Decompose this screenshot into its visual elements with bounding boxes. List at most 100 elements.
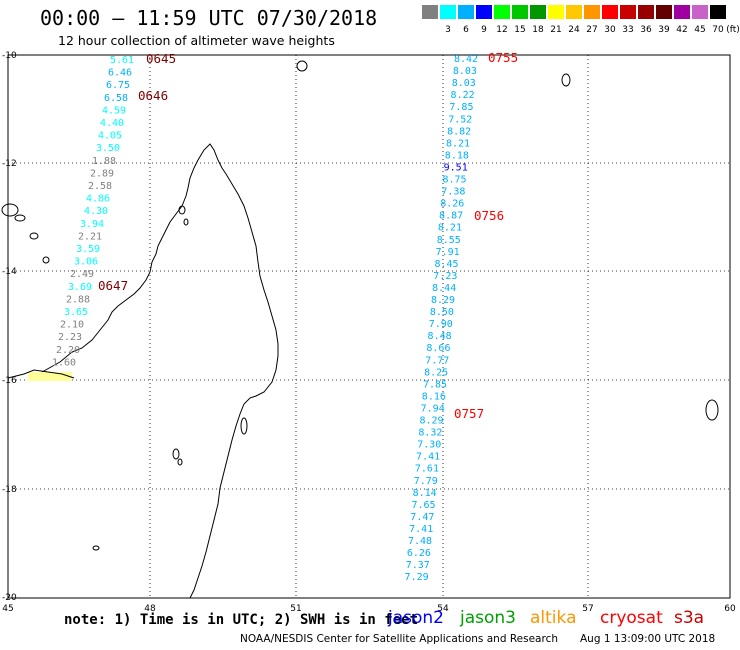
track-value: 3.69 (68, 282, 92, 293)
track-value: 7.85 (423, 379, 447, 390)
island (14, 214, 26, 222)
track-value: 3.94 (80, 219, 104, 230)
track-value: 3.65 (64, 307, 88, 318)
legend-label: 9 (481, 25, 487, 35)
track-value: 8.87 (439, 211, 463, 222)
legend-swatch (548, 5, 564, 19)
legend-swatch (710, 5, 726, 19)
time-label: 0755 (488, 50, 518, 65)
track-value: 8.75 (443, 175, 467, 186)
track-value: 6.46 (108, 68, 132, 79)
island (178, 205, 186, 215)
longitude-label: 51 (290, 604, 301, 614)
legend-label: 3 (445, 25, 451, 35)
time-label: 0756 (474, 208, 504, 223)
island (296, 60, 308, 72)
track-value: 7.90 (429, 319, 453, 330)
track-value: 4.59 (102, 105, 126, 116)
page-subtitle: 12 hour collection of altimeter wave hei… (58, 33, 335, 48)
legend-swatch (422, 5, 438, 19)
track-value: 8.21 (438, 223, 462, 234)
island (29, 232, 39, 240)
legend-label: 6 (463, 25, 469, 35)
track-value: 4.05 (98, 131, 122, 142)
track-value: 2.88 (66, 294, 90, 305)
latitude-label: -20 (2, 593, 17, 603)
legend-unit: (ft) (726, 25, 740, 35)
track-value: 8.14 (413, 488, 437, 499)
island (240, 417, 248, 435)
longitude-label: 45 (2, 604, 13, 614)
track-value: 7.65 (411, 500, 435, 511)
legend-label: 39 (658, 25, 670, 35)
latitude-label: -10 (2, 51, 17, 61)
island (183, 218, 189, 226)
map-frame (7, 54, 731, 599)
page-title: 00:00 – 11:59 UTC 07/30/2018 (40, 6, 378, 30)
track-value: 2.58 (88, 181, 112, 192)
track-value: 8.22 (451, 90, 475, 101)
time-label: 0757 (454, 406, 484, 421)
legend-swatch (530, 5, 546, 19)
track-value: 7.91 (436, 247, 460, 258)
track-value: 8.21 (446, 138, 470, 149)
legend-swatch (674, 5, 690, 19)
legend-swatch (476, 5, 492, 19)
footnote: note: 1) Time is in UTC; 2) SWH is in fe… (64, 612, 419, 628)
time-label: 0646 (138, 88, 168, 103)
island (92, 545, 100, 551)
track-value: 8.26 (440, 199, 464, 210)
legend-label: 15 (514, 25, 526, 35)
legend-label: 42 (676, 25, 688, 35)
track-value: 8.44 (432, 283, 456, 294)
time-label: 0647 (98, 278, 128, 293)
track-value: 1.88 (92, 156, 116, 167)
track-value: 7.30 (417, 440, 441, 451)
island (1, 203, 19, 217)
satellite-label-altika: altika (530, 608, 577, 628)
legend-swatch (620, 5, 636, 19)
coastal-highlight (28, 372, 72, 381)
track-value: 7.41 (409, 524, 433, 535)
track-value: 1.60 (52, 357, 76, 368)
track-value: 7.37 (406, 560, 430, 571)
legend-swatch (638, 5, 654, 19)
legend-swatch (566, 5, 582, 19)
longitude-label: 54 (437, 604, 449, 614)
track-value: 3.50 (96, 143, 120, 154)
track-value: 5.61 (110, 55, 134, 66)
longitude-label: 60 (724, 604, 736, 614)
legend-label: 24 (568, 25, 580, 35)
track-value: 7.52 (448, 114, 472, 125)
longitude-label: 57 (582, 604, 593, 614)
latitude-label: -14 (2, 267, 17, 277)
longitude-label: 48 (144, 604, 156, 614)
satellite-label-jason2: jason2 (388, 608, 444, 628)
coastline (41, 143, 279, 599)
track-value: 8.82 (447, 126, 471, 137)
island (177, 458, 183, 466)
track-value: 3.06 (74, 257, 98, 268)
legend-label: 18 (532, 25, 544, 35)
credit-text: NOAA/NESDIS Center for Satellite Applica… (240, 633, 558, 645)
legend-swatch (584, 5, 600, 19)
legend-swatch (494, 5, 510, 19)
track-value: 8.32 (418, 428, 442, 439)
track-value: 7.79 (414, 476, 438, 487)
time-label: 0645 (146, 51, 176, 66)
track-value: 8.66 (426, 343, 450, 354)
satellite-label-cryosat: cryosat (600, 608, 663, 628)
timestamp-text: Aug 1 13:09:00 UTC 2018 (580, 633, 716, 645)
track-value: 7.29 (405, 572, 429, 583)
island (561, 73, 571, 87)
track-value: 6.75 (106, 80, 130, 91)
track-value: 7.23 (433, 271, 457, 282)
track-value: 7.47 (410, 512, 434, 523)
legend-label: 12 (496, 25, 508, 35)
track-value: 8.55 (437, 235, 461, 246)
legend-label: 30 (604, 25, 616, 35)
track-value: 6.26 (407, 548, 431, 559)
track-value: 8.25 (424, 367, 448, 378)
island (172, 448, 180, 460)
